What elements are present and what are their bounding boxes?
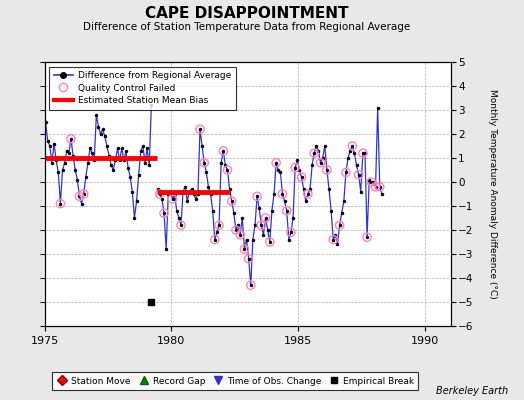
Point bbox=[247, 282, 255, 288]
Point bbox=[240, 246, 248, 252]
Legend: Station Move, Record Gap, Time of Obs. Change, Empirical Break: Station Move, Record Gap, Time of Obs. C… bbox=[52, 372, 418, 390]
Point bbox=[287, 229, 295, 236]
Point bbox=[56, 200, 64, 207]
Point bbox=[291, 164, 299, 171]
Point bbox=[257, 222, 266, 228]
Point bbox=[363, 234, 372, 240]
Text: Berkeley Earth: Berkeley Earth bbox=[436, 386, 508, 396]
Point bbox=[219, 148, 227, 154]
Point bbox=[80, 191, 88, 197]
Point bbox=[282, 208, 291, 214]
Point bbox=[253, 193, 261, 200]
Point bbox=[316, 160, 325, 166]
Point bbox=[323, 167, 331, 173]
Point bbox=[215, 222, 223, 228]
Point bbox=[272, 160, 280, 166]
Point bbox=[329, 236, 337, 243]
Point bbox=[266, 239, 274, 245]
Point bbox=[348, 143, 356, 149]
Point bbox=[359, 150, 367, 156]
Point bbox=[168, 196, 177, 202]
Point bbox=[372, 184, 380, 190]
Point bbox=[160, 210, 168, 216]
Point bbox=[232, 227, 240, 233]
Text: Difference of Station Temperature Data from Regional Average: Difference of Station Temperature Data f… bbox=[83, 22, 410, 32]
Point bbox=[75, 193, 84, 200]
Point bbox=[156, 191, 164, 197]
Point bbox=[200, 160, 209, 166]
Point bbox=[261, 215, 270, 221]
Point bbox=[236, 232, 244, 238]
Point bbox=[245, 256, 253, 262]
Point bbox=[227, 198, 236, 204]
Point bbox=[354, 172, 363, 178]
Point bbox=[342, 169, 350, 176]
Point bbox=[310, 150, 319, 156]
Point bbox=[223, 167, 232, 173]
Y-axis label: Monthly Temperature Anomaly Difference (°C): Monthly Temperature Anomaly Difference (… bbox=[487, 89, 497, 299]
Point bbox=[376, 184, 384, 190]
Point bbox=[335, 222, 344, 228]
Text: CAPE DISAPPOINTMENT: CAPE DISAPPOINTMENT bbox=[145, 6, 348, 21]
Point bbox=[304, 191, 312, 197]
Point bbox=[196, 126, 204, 132]
Point bbox=[177, 222, 185, 228]
Point bbox=[367, 179, 376, 185]
Point bbox=[278, 191, 287, 197]
Point bbox=[211, 236, 219, 243]
Point bbox=[297, 174, 305, 180]
Point bbox=[67, 136, 75, 142]
